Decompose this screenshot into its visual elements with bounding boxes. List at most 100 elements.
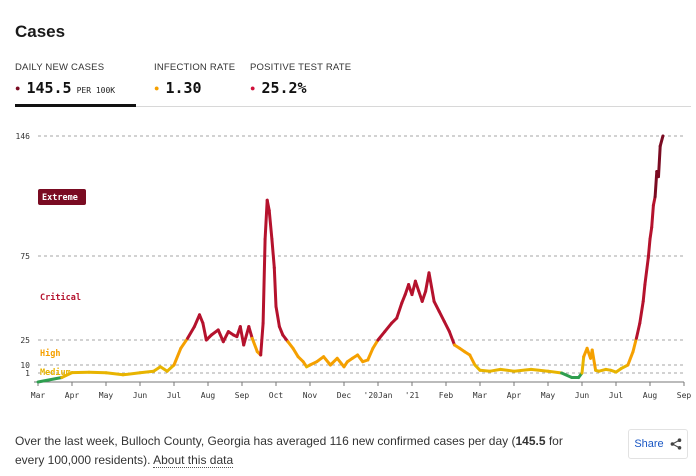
series-segment	[498, 367, 516, 373]
tab-label: POSITIVE TEST RATE	[250, 62, 352, 73]
tab-infection-rate[interactable]: INFECTION RATE ● 1.30	[154, 62, 235, 106]
x-tick-label: Feb	[439, 391, 454, 400]
tab-daily-new-cases[interactable]: DAILY NEW CASES ● 145.5 PER 100K	[15, 62, 137, 107]
series-segment	[413, 279, 421, 293]
x-tick-label: '21	[405, 391, 420, 400]
series-segment	[267, 208, 274, 241]
series-segment	[366, 346, 375, 362]
series-segment	[198, 313, 205, 325]
series-segment	[580, 355, 586, 375]
series-segment	[641, 283, 647, 303]
series-segment	[395, 301, 404, 320]
series-segment	[488, 367, 502, 373]
series-segment	[291, 346, 300, 359]
series-segment	[335, 356, 346, 369]
series-segment	[179, 336, 190, 350]
series-segment	[626, 350, 635, 367]
color-dot-icon: ●	[15, 83, 21, 93]
series-segment	[216, 328, 225, 344]
x-tick-label: Jul	[609, 391, 624, 400]
series-segment	[274, 304, 281, 329]
series-segment	[87, 370, 108, 375]
series-segment	[442, 320, 451, 334]
series-segment	[631, 336, 638, 354]
series-segment	[138, 369, 156, 375]
series-segment	[221, 330, 230, 344]
page-title: Cases	[15, 22, 66, 41]
series-segment	[250, 336, 259, 354]
series-segment	[529, 367, 550, 373]
series-segment	[512, 367, 533, 373]
series-segment	[328, 356, 339, 367]
tab-value: 145.5	[26, 79, 72, 97]
y-tick-label: 10	[20, 361, 30, 370]
series-segment	[201, 321, 208, 342]
series-segment	[427, 271, 436, 303]
x-tick-label: Sep	[677, 391, 692, 400]
series-segment	[653, 170, 659, 199]
series-segment	[270, 237, 276, 270]
series-segment	[104, 371, 125, 377]
series-segment	[546, 369, 564, 375]
risk-label-critical: Critical	[40, 292, 81, 303]
x-tick-label: '20Jan	[364, 391, 393, 400]
y-tick-label: 1	[25, 369, 30, 378]
series-segment	[247, 325, 254, 340]
summary-text-end: for every 100,000 residents).	[15, 434, 563, 467]
share-label: Share	[634, 438, 664, 450]
x-tick-label: Sep	[235, 391, 250, 400]
series-segment	[192, 313, 201, 329]
x-tick-label: Nov	[303, 391, 318, 400]
series-segment	[186, 325, 196, 340]
x-tick-label: Mar	[31, 391, 46, 400]
share-button[interactable]: Share	[628, 429, 688, 459]
series-segment	[658, 134, 665, 148]
tab-value: 25.2%	[261, 79, 307, 97]
series-segment	[383, 321, 394, 334]
summary-text: Over the last week, Bulloch County, Geor…	[15, 432, 585, 470]
series-segment	[259, 321, 265, 357]
color-dot-icon: ●	[250, 83, 256, 93]
series-segment	[643, 256, 650, 287]
summary-bold-value: 145.5	[515, 434, 546, 448]
tab-unit: PER 100K	[76, 86, 116, 95]
x-tick-label: May	[99, 391, 114, 400]
cases-line-chart: 110 25 75 146 Mar Apr May Jun Jul Aug Sep Oct Nov Dec…	[16, 132, 692, 400]
series-segment	[263, 198, 269, 241]
series-segment	[121, 371, 142, 377]
series-segment	[165, 363, 176, 373]
x-tick-label: Aug	[201, 391, 216, 400]
series-segment	[590, 348, 598, 372]
about-data-link[interactable]: About this data	[153, 453, 234, 468]
x-tick-label: Apr	[65, 391, 80, 400]
tab-label: DAILY NEW CASES	[15, 62, 105, 73]
tab-positive-test-rate[interactable]: POSITIVE TEST RATE ● 25.2%	[250, 62, 351, 106]
y-tick-label: 146	[16, 132, 31, 141]
series-segment	[371, 338, 380, 350]
series-segment	[420, 289, 428, 303]
series-segment	[657, 144, 662, 179]
series-segment	[432, 299, 441, 313]
series-segment	[437, 309, 446, 323]
color-dot-icon: ●	[154, 83, 160, 93]
series-segment	[650, 203, 655, 229]
series-segment	[468, 353, 477, 367]
risk-label-extreme: Extreme	[42, 193, 78, 203]
x-tick-label: Jul	[167, 391, 182, 400]
series-segment	[261, 237, 267, 325]
x-tick-label: Dec	[337, 391, 352, 400]
series-segment	[272, 266, 278, 308]
series-segment	[634, 321, 642, 340]
y-tick-label: 25	[20, 336, 30, 345]
series-segment	[242, 325, 251, 347]
share-icon	[670, 438, 681, 450]
y-tick-label: 75	[20, 252, 30, 261]
x-tick-label: Apr	[507, 391, 522, 400]
series-segment	[322, 355, 332, 367]
series-segment	[277, 325, 285, 337]
tab-label: INFECTION RATE	[154, 62, 236, 73]
x-tick-label: Jun	[575, 391, 590, 400]
series-segment	[36, 376, 64, 384]
series-segment	[265, 198, 271, 212]
x-tick-label: Aug	[643, 391, 658, 400]
